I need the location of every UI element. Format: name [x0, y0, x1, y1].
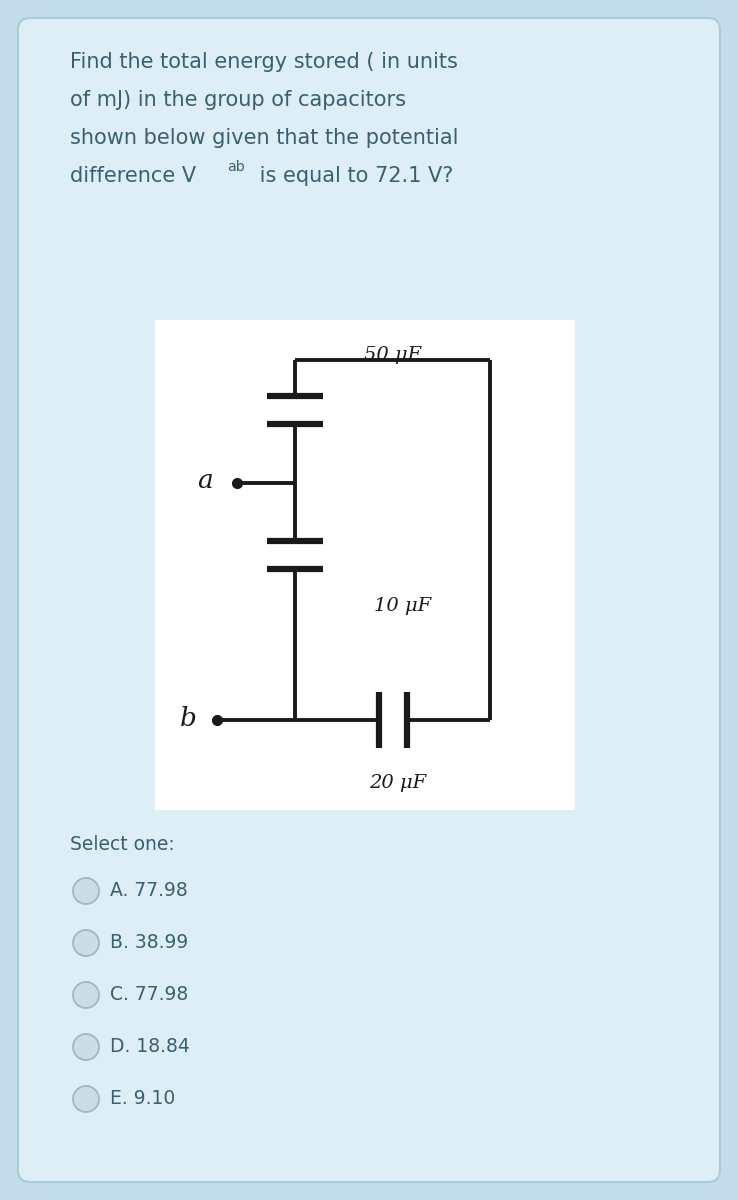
Bar — [155, 320, 575, 810]
Circle shape — [73, 1086, 99, 1112]
Text: b: b — [180, 706, 197, 731]
Text: 20 μF: 20 μF — [369, 774, 426, 792]
Circle shape — [73, 1034, 99, 1060]
Text: difference V: difference V — [70, 166, 196, 186]
FancyBboxPatch shape — [18, 18, 720, 1182]
Text: 50 μF: 50 μF — [364, 346, 421, 364]
Text: E. 9.10: E. 9.10 — [110, 1090, 175, 1109]
Circle shape — [73, 930, 99, 956]
Text: 10 μF: 10 μF — [374, 596, 431, 614]
Text: C. 77.98: C. 77.98 — [110, 985, 188, 1004]
Circle shape — [73, 982, 99, 1008]
Text: Find the total energy stored ( in units: Find the total energy stored ( in units — [70, 52, 458, 72]
Text: ab: ab — [227, 160, 245, 174]
Text: Select one:: Select one: — [70, 835, 175, 854]
Text: D. 18.84: D. 18.84 — [110, 1038, 190, 1056]
Text: is equal to 72.1 V?: is equal to 72.1 V? — [253, 166, 453, 186]
Text: shown below given that the potential: shown below given that the potential — [70, 128, 458, 148]
Circle shape — [73, 878, 99, 904]
Text: of mJ) in the group of capacitors: of mJ) in the group of capacitors — [70, 90, 406, 110]
Text: a: a — [197, 468, 213, 493]
Text: A. 77.98: A. 77.98 — [110, 882, 187, 900]
Text: B. 38.99: B. 38.99 — [110, 934, 188, 953]
